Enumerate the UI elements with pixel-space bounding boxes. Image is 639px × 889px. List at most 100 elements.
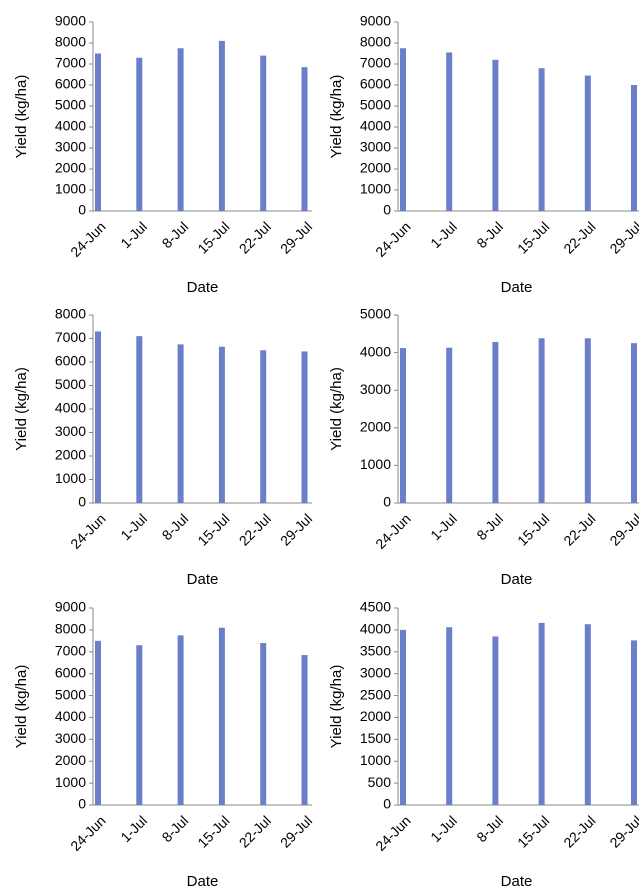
x-tick-label: 22-Jul	[236, 218, 274, 256]
y-tick-label: 2000	[360, 419, 391, 435]
y-tick-label: 1000	[360, 456, 391, 472]
y-tick-label: 1500	[360, 730, 391, 746]
y-tick-label: 4000	[55, 708, 86, 724]
bar	[538, 622, 545, 805]
y-tick-label: 2000	[360, 708, 391, 724]
bar	[136, 336, 143, 503]
bar	[446, 52, 453, 212]
y-tick-label: 0	[78, 796, 86, 812]
y-axis-label: Yield (kg/ha)	[328, 75, 345, 159]
x-tick-label: 8-Jul	[159, 812, 192, 845]
y-tick-label: 3000	[55, 139, 86, 155]
y-tick-label: 1000	[55, 470, 86, 486]
bar	[631, 85, 637, 211]
bar	[260, 55, 267, 211]
x-tick-label: 29-Jul	[277, 812, 315, 850]
bar	[177, 635, 184, 805]
y-tick-label: 3000	[55, 730, 86, 746]
bar	[631, 640, 637, 805]
bar	[260, 350, 267, 503]
x-tick-label: 22-Jul	[236, 510, 274, 548]
y-tick-label: 3000	[55, 423, 86, 439]
x-tick-label: 24-Jun	[372, 218, 414, 260]
y-tick-label: 5000	[360, 306, 391, 322]
bar	[400, 48, 406, 211]
y-tick-label: 7000	[360, 55, 391, 71]
y-tick-label: 5000	[55, 686, 86, 702]
y-tick-label: 1000	[360, 752, 391, 768]
x-tick-label: 22-Jul	[560, 510, 598, 548]
y-tick-label: 0	[383, 796, 391, 812]
x-axis-label: Date	[187, 571, 219, 588]
y-axis-label: Yield (kg/ha)	[13, 75, 30, 159]
y-axis-label: Yield (kg/ha)	[13, 367, 30, 451]
bar	[492, 342, 499, 503]
y-tick-label: 0	[78, 494, 86, 510]
bar	[218, 40, 225, 212]
y-axis-label: Yield (kg/ha)	[328, 665, 345, 749]
bar	[136, 645, 143, 805]
x-tick-label: 22-Jul	[560, 812, 598, 850]
x-tick-label: 29-Jul	[277, 218, 315, 256]
x-tick-label: 15-Jul	[194, 510, 232, 548]
x-tick-label: 29-Jul	[606, 218, 639, 256]
x-tick-label: 22-Jul	[560, 218, 598, 256]
x-tick-label: 8-Jul	[473, 218, 506, 251]
bar	[95, 53, 101, 211]
y-tick-label: 7000	[55, 329, 86, 345]
bar	[95, 640, 101, 805]
x-tick-label: 15-Jul	[194, 812, 232, 850]
x-axis-label: Date	[501, 873, 533, 889]
x-tick-label: 1-Jul	[117, 218, 150, 251]
y-tick-label: 5000	[360, 97, 391, 113]
y-tick-label: 0	[78, 202, 86, 218]
y-tick-label: 0	[383, 202, 391, 218]
x-tick-label: 1-Jul	[427, 510, 460, 543]
x-axis-label: Date	[501, 279, 533, 296]
x-tick-label: 8-Jul	[159, 510, 192, 543]
x-tick-label: 29-Jul	[277, 510, 315, 548]
y-tick-label: 4000	[360, 621, 391, 637]
bar	[492, 636, 499, 805]
bar	[446, 347, 453, 503]
x-tick-label: 24-Jun	[372, 812, 414, 854]
bar	[492, 59, 499, 211]
y-tick-label: 9000	[55, 13, 86, 29]
y-tick-label: 2500	[360, 686, 391, 702]
y-tick-label: 500	[368, 774, 392, 790]
y-tick-label: 6000	[55, 664, 86, 680]
x-axis-label: Date	[187, 279, 219, 296]
y-tick-label: 4000	[55, 118, 86, 134]
x-tick-label: 24-Jun	[67, 812, 109, 854]
y-tick-label: 0	[383, 494, 391, 510]
bar	[136, 57, 143, 212]
y-tick-label: 1000	[55, 774, 86, 790]
x-tick-label: 29-Jul	[606, 510, 639, 548]
y-tick-label: 4500	[360, 599, 391, 615]
x-tick-label: 15-Jul	[194, 218, 232, 256]
x-tick-label: 24-Jun	[67, 510, 109, 552]
x-tick-label: 8-Jul	[473, 812, 506, 845]
y-tick-label: 4000	[55, 400, 86, 416]
y-tick-label: 2000	[55, 160, 86, 176]
x-tick-label: 15-Jul	[514, 510, 552, 548]
bar	[218, 627, 225, 805]
y-tick-label: 6000	[55, 353, 86, 369]
bar	[218, 346, 225, 503]
y-tick-label: 2000	[360, 160, 391, 176]
x-tick-label: 22-Jul	[236, 812, 274, 850]
x-tick-label: 24-Jun	[67, 218, 109, 260]
x-tick-label: 8-Jul	[473, 510, 506, 543]
y-tick-label: 8000	[55, 621, 86, 637]
x-axis-label: Date	[501, 571, 533, 588]
y-tick-label: 2000	[55, 447, 86, 463]
bar	[631, 343, 637, 503]
bar	[177, 48, 184, 211]
bar	[538, 68, 545, 211]
x-tick-label: 29-Jul	[606, 812, 639, 850]
y-tick-label: 7000	[55, 55, 86, 71]
bar	[538, 338, 545, 503]
x-tick-label: 24-Jun	[372, 510, 414, 552]
